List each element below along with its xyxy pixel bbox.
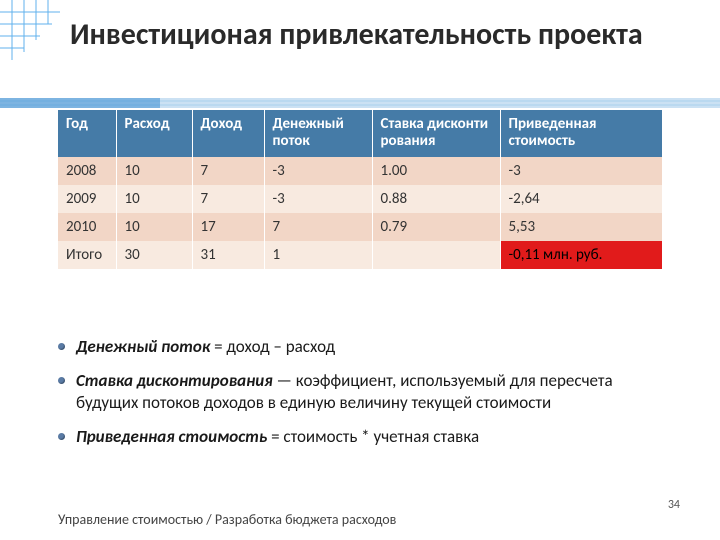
table-column-header: Год — [58, 110, 116, 157]
table-column-header: Приведенная стоимость — [500, 110, 662, 157]
table-cell — [372, 241, 500, 269]
table-cell: 10 — [116, 185, 192, 213]
definition-item: Ставка дисконтирования — коэффициент, ис… — [58, 370, 662, 414]
slide: Инвестиционая привлекательность проекта … — [0, 0, 720, 540]
table-column-header: Денежный поток — [264, 110, 372, 157]
banner-stripe — [0, 98, 720, 108]
definitions-list: Денежный поток = доход – расход Ставка ди… — [58, 336, 662, 460]
table-cell: 7 — [192, 157, 264, 185]
corner-decoration — [0, 0, 60, 60]
slide-title: Инвестиционая привлекательность проекта — [70, 18, 680, 51]
table-cell: 2008 — [58, 157, 116, 185]
table-row: 2010101770.795,53 — [58, 213, 662, 241]
table-cell: -3 — [500, 157, 662, 185]
definition-text: = стоимость * учетная ставка — [267, 426, 479, 447]
table-header-row: ГодРасходДоходДенежный потокСтавка диско… — [58, 110, 662, 157]
definition-text: = доход – расход — [210, 336, 335, 357]
table-cell: -2,64 — [500, 185, 662, 213]
definition-item: Денежный поток = доход – расход — [58, 336, 662, 358]
table-cell: 10 — [116, 157, 192, 185]
table-column-header: Расход — [116, 110, 192, 157]
page-number: 34 — [668, 498, 680, 512]
table-cell: 2009 — [58, 185, 116, 213]
term: Денежный поток — [76, 336, 210, 357]
table-cell: -0,11 млн. руб. — [500, 241, 662, 269]
data-table: ГодРасходДоходДенежный потокСтавка диско… — [58, 110, 662, 269]
table-cell: 31 — [192, 241, 264, 269]
footer-text: Управление стоимостью / Разработка бюдже… — [58, 511, 396, 528]
table-cell: 0.79 — [372, 213, 500, 241]
table-cell: 1.00 — [372, 157, 500, 185]
table-cell: -3 — [264, 157, 372, 185]
table-column-header: Ставка дисконти рования — [372, 110, 500, 157]
table-column-header: Доход — [192, 110, 264, 157]
table-row: Итого30311 -0,11 млн. руб. — [58, 241, 662, 269]
investment-table: ГодРасходДоходДенежный потокСтавка диско… — [58, 110, 662, 269]
table-cell: 10 — [116, 213, 192, 241]
table-cell: 0.88 — [372, 185, 500, 213]
term: Ставка дисконтирования — [76, 370, 273, 391]
table-row: 2008107-31.00-3 — [58, 157, 662, 185]
table-cell: 2010 — [58, 213, 116, 241]
table-row: 2009107-30.88-2,64 — [58, 185, 662, 213]
table-cell: 17 — [192, 213, 264, 241]
table-cell: 1 — [264, 241, 372, 269]
table-cell: 7 — [264, 213, 372, 241]
table-cell: 30 — [116, 241, 192, 269]
term: Приведенная стоимость — [76, 426, 267, 447]
table-cell: 7 — [192, 185, 264, 213]
table-cell: -3 — [264, 185, 372, 213]
table-cell: Итого — [58, 241, 116, 269]
table-cell: 5,53 — [500, 213, 662, 241]
definition-item: Приведенная стоимость = стоимость * учет… — [58, 426, 662, 448]
